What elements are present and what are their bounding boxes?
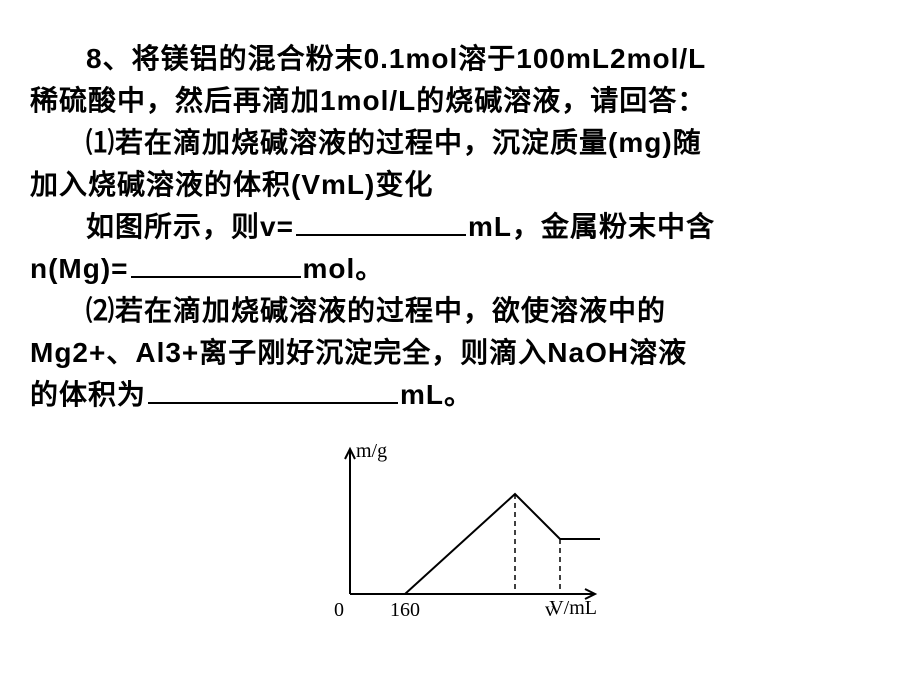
text-line: 如图所示，则v= mL，金属粉末中含 (30, 206, 890, 248)
text-line: 稀硫酸中，然后再滴加1mol/L的烧碱溶液，请回答： (30, 80, 890, 122)
text-fragment: mL，金属粉末中含 (468, 211, 715, 242)
blank-nmg (131, 248, 301, 278)
text-fragment: mL。 (400, 379, 473, 410)
text-line: 加入烧碱溶液的体积(VmL)变化 (30, 164, 890, 206)
text-line: n(Mg)= mol。 (30, 248, 890, 290)
svg-text:V/mL: V/mL (549, 597, 597, 619)
text-line: Mg2+、Al3+离子刚好沉淀完全，则滴入NaOH溶液 (30, 332, 890, 374)
text-fragment: n(Mg)= (30, 253, 129, 284)
svg-text:m/g: m/g (356, 440, 387, 462)
blank-v (296, 206, 466, 236)
text-fragment: 的体积为 (30, 379, 146, 410)
figure-container: m/g V/mL 0 160 v (0, 434, 920, 634)
problem-content: 8、将镁铝的混合粉末0.1mol溶于100mL2mol/L 稀硫酸中，然后再滴加… (0, 0, 920, 416)
text-line: 8、将镁铝的混合粉末0.1mol溶于100mL2mol/L (30, 38, 890, 80)
svg-text:v: v (545, 599, 555, 621)
svg-text:160: 160 (390, 599, 420, 621)
text-line: ⑵若在滴加烧碱溶液的过程中，欲使溶液中的 (30, 290, 890, 332)
svg-text:0: 0 (334, 599, 344, 621)
text-fragment: mol。 (303, 253, 385, 284)
text-line: 的体积为 mL。 (30, 374, 890, 416)
blank-vol (148, 374, 398, 404)
precipitate-chart: m/g V/mL 0 160 v (300, 434, 620, 634)
text-line: ⑴若在滴加烧碱溶液的过程中，沉淀质量(mg)随 (30, 122, 890, 164)
text-fragment: 如图所示，则v= (86, 211, 294, 242)
